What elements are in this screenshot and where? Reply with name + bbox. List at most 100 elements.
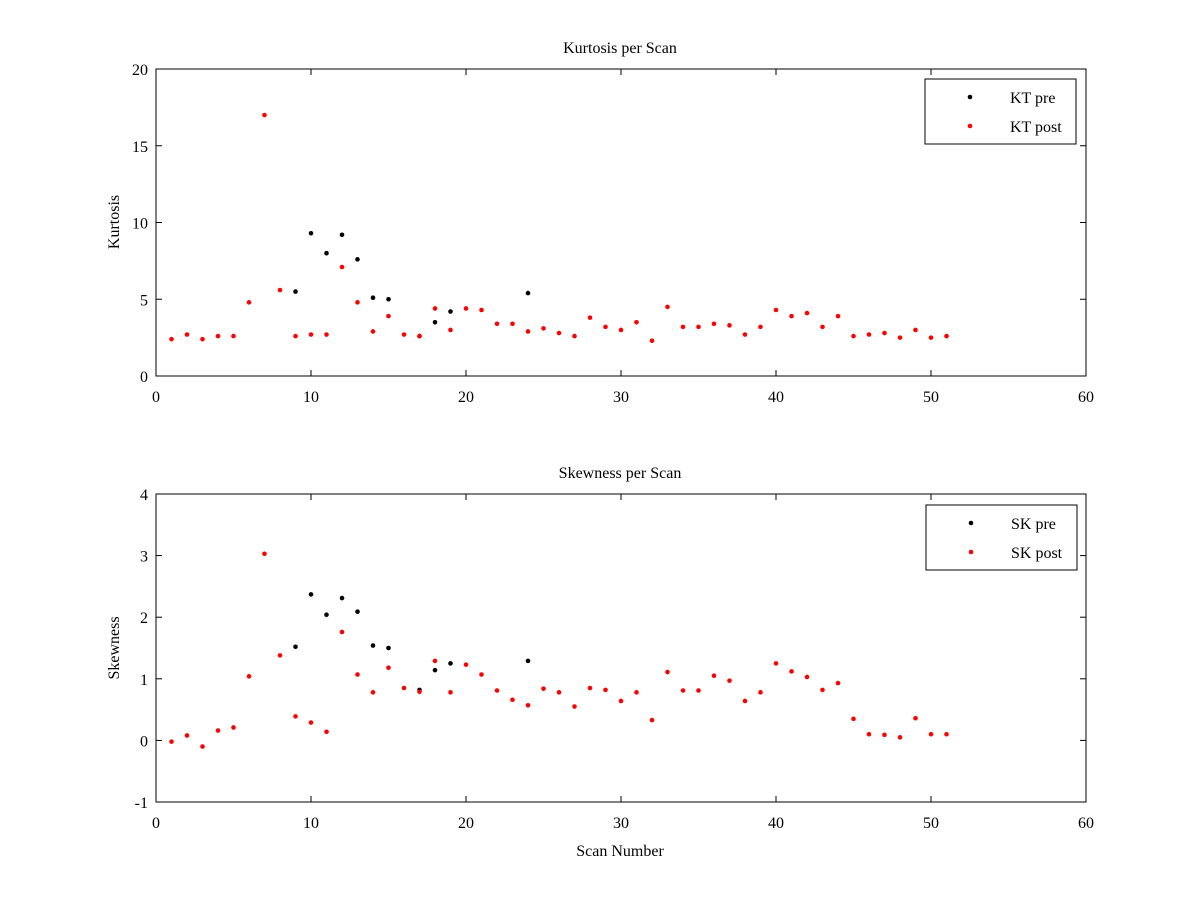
kt-post-point [308,332,314,337]
kt-post-point [479,307,484,313]
kurtosis-legend [924,78,1077,145]
legend-marker-kt-pre [967,94,973,100]
sk-post-point [742,698,748,704]
kurtosis-x-tick-label: 30 [613,389,629,406]
sk-post-point [556,690,562,695]
kurtosis-y-tick-label: 20 [132,62,148,79]
kt-post-point [370,329,376,334]
sk-post-point [804,674,810,680]
kt-post-point [897,335,903,340]
sk-post-point [665,669,670,675]
sk-post-point [463,662,469,667]
sk-post-point [184,733,190,738]
kt-post-point [851,333,856,339]
legend-label-kt-post: KT post [1010,119,1062,136]
kt-pre-point [324,250,329,256]
sk-post-point [525,702,531,708]
sk-pre-point [432,667,438,673]
kt-post-point [556,330,562,336]
sk-post-point [913,715,918,721]
kt-post-point [293,333,298,339]
skewness-x-tick-label: 30 [613,815,629,832]
sk-post-point [851,716,856,722]
skewness-y-tick-label: 2 [140,610,148,627]
skewness-y-tick-label: -1 [135,795,148,812]
kt-post-point [355,300,360,305]
sk-post-point [370,690,376,695]
kt-post-point [262,112,267,118]
kt-post-point [789,313,794,319]
kt-post-point [665,304,670,310]
skewness-x-tick-label: 0 [152,815,160,832]
kt-post-point [231,333,236,339]
skewness-title: Skewness per Scan [559,465,682,482]
legend-label-sk-pre: SK pre [1011,516,1056,533]
kurtosis-y-tick-label: 15 [132,139,148,156]
sk-post-point [401,685,407,691]
sk-post-point [758,690,763,695]
kt-post-point [913,327,918,333]
sk-post-point [494,688,500,693]
kt-post-point [618,327,624,333]
kt-post-point [246,300,252,305]
kt-post-point [773,307,779,313]
kt-post-point [649,338,655,343]
skewness-x-tick-label: 10 [303,815,319,832]
kt-post-point [463,306,469,311]
skewness-y-axis-label: Skewness [106,616,123,679]
kt-post-point [727,323,732,328]
kt-post-point [820,324,825,330]
sk-pre-point [293,644,298,650]
sk-post-point [355,672,360,677]
kt-post-point [866,332,872,337]
sk-post-point [541,686,546,691]
skewness-legend [925,504,1078,571]
kt-post-point [401,332,407,337]
kt-post-point [696,324,701,330]
kt-post-point [587,315,593,320]
sk-post-point [603,687,608,693]
kt-post-point [324,332,329,337]
sk-pre-point [448,661,453,666]
legend-label-sk-post: SK post [1011,545,1063,562]
kurtosis-y-tick-label: 0 [140,369,148,386]
kt-pre-point [386,296,391,302]
kt-pre-point [339,232,345,238]
skewness-y-tick-label: 3 [140,549,148,566]
sk-post-point [618,698,624,704]
kt-pre-point [293,289,298,294]
sk-post-point [680,688,686,693]
sk-post-point [587,685,593,691]
sk-post-point [448,690,453,695]
sk-post-point [944,731,949,737]
sk-post-point [866,731,872,737]
sk-post-point [649,717,655,723]
kurtosis-x-tick-label: 60 [1078,389,1094,406]
kt-pre-point [355,257,360,262]
kt-post-point [494,321,500,327]
sk-post-point [417,689,422,695]
kt-post-point [944,333,949,339]
sk-post-point [169,739,174,744]
kt-post-point [432,306,438,311]
sk-post-point [789,669,794,674]
kt-post-point [417,333,422,339]
sk-pre-point [324,612,329,618]
sk-post-point [479,672,484,677]
kt-post-point [758,324,763,330]
kt-post-point [742,332,748,337]
skewness-plot: Skewness per Scan Skewness Scan Number 0… [106,465,1094,860]
sk-post-point [727,678,732,683]
kt-post-point [634,319,639,325]
legend-label-kt-pre: KT pre [1010,90,1055,107]
sk-pre-point [339,595,345,601]
kurtosis-x-tick-label: 50 [923,389,939,406]
sk-post-point [200,744,205,749]
sk-pre-point [355,609,360,614]
kt-post-point [200,336,205,342]
kurtosis-y-axis-label: Kurtosis [106,195,123,249]
skewness-x-tick-label: 40 [768,815,784,832]
sk-post-point [246,674,252,679]
kt-post-point [510,321,515,327]
